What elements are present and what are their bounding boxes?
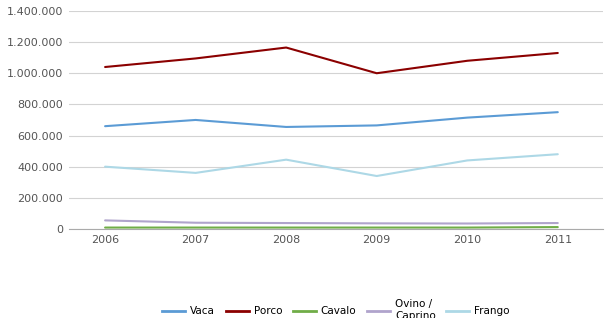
- Legend: Vaca, Porco, Cavalo, Ovino /
Caprino, Frango: Vaca, Porco, Cavalo, Ovino / Caprino, Fr…: [158, 295, 514, 318]
